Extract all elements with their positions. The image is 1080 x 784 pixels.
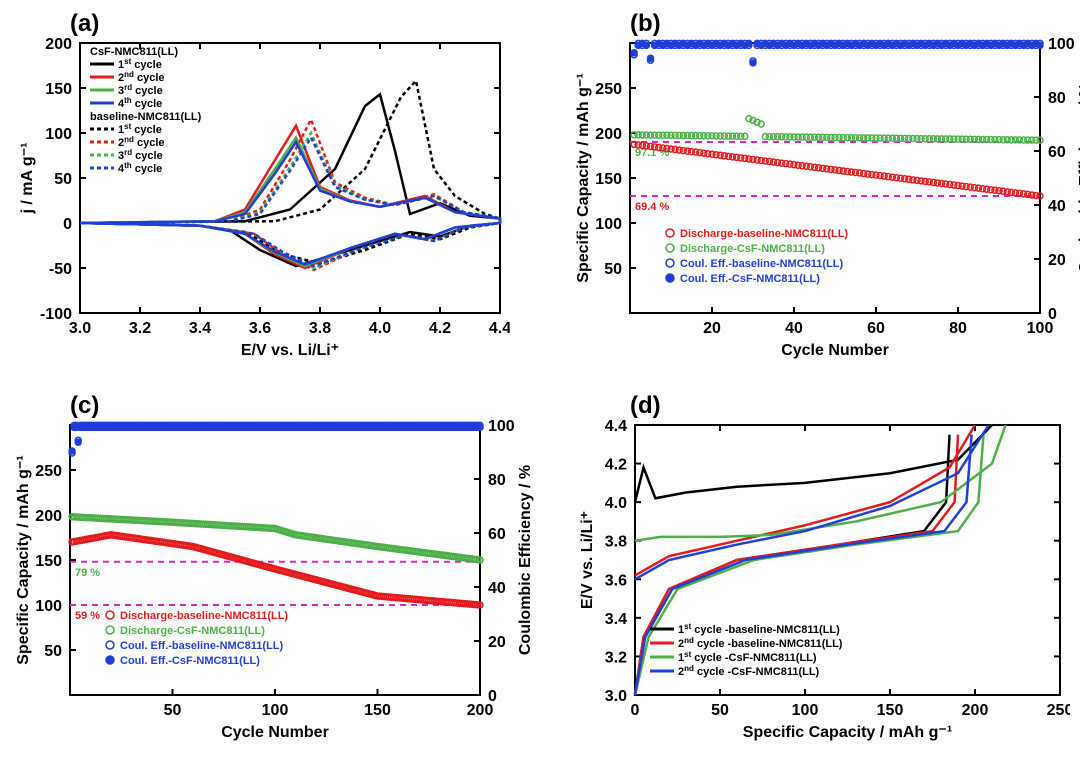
svg-text:100: 100: [1048, 36, 1075, 53]
svg-text:Coulombic Efficiency / %: Coulombic Efficiency / %: [517, 465, 534, 655]
svg-text:3.6: 3.6: [605, 572, 627, 589]
svg-text:4.0: 4.0: [369, 320, 391, 337]
svg-text:-100: -100: [40, 306, 72, 323]
svg-text:3.8: 3.8: [309, 320, 331, 337]
svg-text:j / mA g⁻¹: j / mA g⁻¹: [19, 143, 36, 215]
svg-text:100: 100: [262, 702, 289, 719]
chart-a: 3.0 3.2 3.4 3.6 3.8 4.0 4.2 4.4 -100 -50 0 50 100 150…: [10, 33, 540, 392]
svg-text:Specific Capacity / mAh g⁻¹: Specific Capacity / mAh g⁻¹: [15, 455, 32, 664]
svg-text:4.2: 4.2: [605, 457, 627, 474]
svg-text:50: 50: [44, 643, 62, 660]
svg-text:20: 20: [1048, 252, 1066, 269]
svg-text:100: 100: [45, 126, 72, 143]
svg-text:Discharge-CsF-NMC811(LL): Discharge-CsF-NMC811(LL): [120, 625, 265, 637]
svg-text:60: 60: [867, 320, 885, 337]
svg-text:40: 40: [785, 320, 803, 337]
svg-text:200: 200: [45, 36, 72, 53]
svg-text:4th cycle: 4th cycle: [118, 96, 162, 111]
svg-text:1st cycle -CsF-NMC811(LL): 1st cycle -CsF-NMC811(LL): [678, 650, 817, 665]
svg-text:Coul. Eff.-baseline-NMC811(LL): Coul. Eff.-baseline-NMC811(LL): [680, 258, 844, 270]
svg-text:200: 200: [35, 508, 62, 525]
svg-text:250: 250: [1047, 702, 1070, 719]
svg-text:59 %: 59 %: [75, 610, 100, 622]
svg-text:0: 0: [1048, 306, 1057, 323]
svg-text:200: 200: [962, 702, 989, 719]
svg-text:4th cycle: 4th cycle: [118, 161, 162, 176]
svg-text:100: 100: [792, 702, 819, 719]
svg-text:Coul. Eff.-CsF-NMC811(LL): Coul. Eff.-CsF-NMC811(LL): [120, 655, 260, 667]
svg-text:40: 40: [1048, 198, 1066, 215]
svg-text:4.4: 4.4: [605, 418, 627, 435]
svg-text:-50: -50: [49, 261, 72, 278]
svg-text:Discharge-baseline-NMC811(LL): Discharge-baseline-NMC811(LL): [680, 228, 848, 240]
svg-text:20: 20: [488, 634, 506, 651]
svg-text:Coul. Eff.-baseline-NMC811(LL): Coul. Eff.-baseline-NMC811(LL): [120, 640, 284, 652]
svg-text:40: 40: [488, 580, 506, 597]
svg-text:60: 60: [488, 526, 506, 543]
svg-text:79 %: 79 %: [75, 567, 100, 579]
svg-text:2nd cycle -CsF-NMC811(LL): 2nd cycle -CsF-NMC811(LL): [678, 664, 820, 679]
svg-text:1st cycle -baseline-NMC811(LL): 1st cycle -baseline-NMC811(LL): [678, 622, 840, 637]
chart-c: 5010015020050100150200250020406080100Cyc…: [10, 415, 540, 774]
svg-text:60: 60: [1048, 144, 1066, 161]
svg-text:baseline-NMC811(LL): baseline-NMC811(LL): [90, 111, 202, 123]
svg-text:3.0: 3.0: [69, 320, 91, 337]
svg-text:3.4: 3.4: [189, 320, 211, 337]
svg-text:0: 0: [488, 688, 497, 705]
svg-text:150: 150: [45, 81, 72, 98]
svg-text:E/V vs. Li/Li⁺: E/V vs. Li/Li⁺: [579, 511, 596, 609]
svg-text:50: 50: [164, 702, 182, 719]
svg-text:2nd cycle -baseline-NMC811(LL): 2nd cycle -baseline-NMC811(LL): [678, 636, 843, 651]
svg-text:Coul. Eff.-CsF-NMC811(LL): Coul. Eff.-CsF-NMC811(LL): [680, 273, 820, 285]
svg-text:69.4 %: 69.4 %: [635, 201, 669, 213]
svg-text:Cycle Number: Cycle Number: [781, 342, 889, 359]
svg-text:100: 100: [35, 598, 62, 615]
svg-text:100: 100: [595, 216, 622, 233]
svg-text:3.0: 3.0: [605, 688, 627, 705]
svg-text:Discharge-CsF-NMC811(LL): Discharge-CsF-NMC811(LL): [680, 243, 825, 255]
svg-text:100: 100: [488, 418, 515, 435]
chart-b: 2040608010050100150200250020406080100Cyc…: [570, 33, 1080, 392]
svg-text:0: 0: [631, 702, 640, 719]
svg-text:50: 50: [54, 171, 72, 188]
svg-text:Specific Capacity / mAh g⁻¹: Specific Capacity / mAh g⁻¹: [575, 73, 592, 282]
svg-text:3.4: 3.4: [605, 611, 627, 628]
svg-text:3.6: 3.6: [249, 320, 271, 337]
svg-text:4.4: 4.4: [489, 320, 510, 337]
svg-text:Cycle Number: Cycle Number: [221, 724, 329, 741]
svg-text:150: 150: [595, 171, 622, 188]
chart-d: 0 50 100 150 200 250 3.0 3.2 3.4 3.6 3.8 4.0 4.2 4.4 S…: [570, 415, 1080, 774]
svg-text:3.8: 3.8: [605, 534, 627, 551]
svg-text:20: 20: [703, 320, 721, 337]
svg-text:250: 250: [595, 81, 622, 98]
svg-text:E/V vs. Li/Li⁺: E/V vs. Li/Li⁺: [241, 342, 339, 359]
svg-text:0: 0: [63, 216, 72, 233]
svg-text:Discharge-baseline-NMC811(LL): Discharge-baseline-NMC811(LL): [120, 610, 288, 622]
svg-text:4.2: 4.2: [429, 320, 451, 337]
svg-text:50: 50: [711, 702, 729, 719]
svg-text:4.0: 4.0: [605, 495, 627, 512]
svg-text:250: 250: [35, 463, 62, 480]
svg-text:Specific Capacity / mAh g⁻¹: Specific Capacity / mAh g⁻¹: [743, 724, 952, 741]
svg-text:3.2: 3.2: [605, 649, 627, 666]
svg-text:200: 200: [595, 126, 622, 143]
svg-text:150: 150: [364, 702, 391, 719]
svg-text:80: 80: [488, 472, 506, 489]
svg-text:150: 150: [35, 553, 62, 570]
svg-text:80: 80: [949, 320, 967, 337]
svg-text:3.2: 3.2: [129, 320, 151, 337]
svg-text:CsF-NMC811(LL): CsF-NMC811(LL): [90, 46, 178, 58]
svg-text:150: 150: [877, 702, 904, 719]
svg-text:80: 80: [1048, 90, 1066, 107]
svg-text:50: 50: [604, 261, 622, 278]
